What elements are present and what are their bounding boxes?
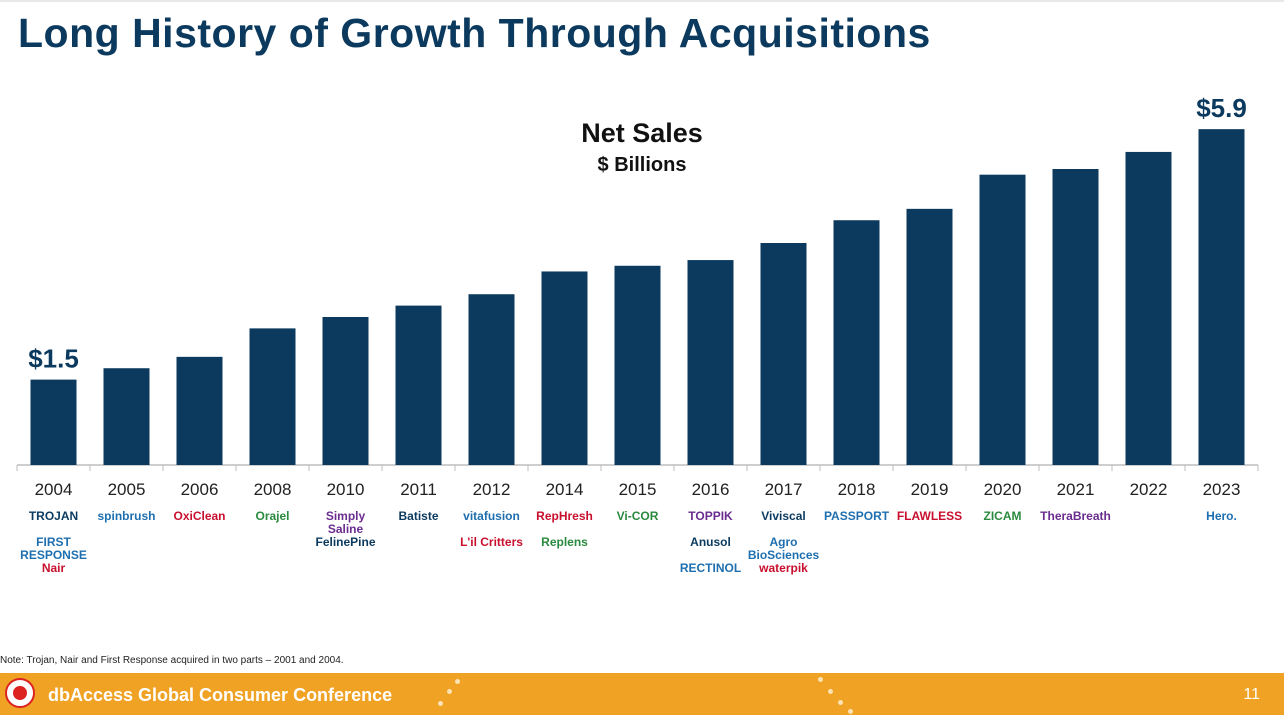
bar-2008 (249, 328, 296, 465)
x-tick-label: 2023 (1203, 480, 1241, 499)
arm-and-hammer-logo-icon (5, 678, 35, 708)
bar-2011 (395, 305, 442, 465)
bar-2010 (322, 317, 369, 465)
decor-dot (838, 700, 843, 705)
brand-logo: Viviscal (761, 509, 806, 523)
brand-logo: Agro BioSciences (747, 535, 820, 563)
decor-dot (848, 709, 853, 714)
data-label: $1.5 (28, 344, 79, 374)
bar-2005 (103, 368, 150, 465)
page-number: 11 (1243, 686, 1260, 703)
x-tick-label: 2006 (181, 480, 219, 499)
brand-logo: TheraBreath (1040, 509, 1111, 523)
decor-dot (828, 689, 833, 694)
bar-2018 (833, 220, 880, 465)
x-tick-label: 2008 (254, 480, 292, 499)
brand-logo: OxiClean (173, 509, 226, 523)
x-tick-label: 2017 (765, 480, 803, 499)
x-tick-label: 2012 (473, 480, 511, 499)
brand-logo: spinbrush (97, 509, 156, 523)
x-tick-label: 2021 (1057, 480, 1095, 499)
brand-logo: RECTINOL (679, 561, 742, 575)
brand-logo: Hero. (1206, 509, 1237, 523)
decor-dot (447, 689, 452, 694)
x-tick-label: 2015 (619, 480, 657, 499)
x-tick-label: 2005 (108, 480, 146, 499)
brand-logo: ZICAM (983, 509, 1022, 523)
bar-2014 (541, 271, 588, 465)
chart-subtitle: $ Billions (597, 154, 687, 176)
x-tick-label: 2014 (546, 480, 584, 499)
x-tick-label: 2018 (838, 480, 876, 499)
brand-logo: PASSPORT (823, 509, 890, 523)
footer-bar: dbAccess Global Consumer Conference 11 (0, 673, 1284, 715)
brand-logo: Vi-COR (616, 509, 659, 523)
chart-title: Net Sales (581, 118, 703, 148)
bar-2023 (1198, 129, 1245, 465)
x-tick-label: 2010 (327, 480, 365, 499)
brand-logo: vitafusion (463, 509, 520, 523)
brand-logo: L'il Critters (460, 535, 523, 549)
decor-dot (455, 679, 460, 684)
brand-logo: Replens (541, 535, 588, 549)
brand-logo: TOPPIK (688, 509, 733, 523)
data-label: $5.9 (1196, 93, 1247, 123)
brand-logo: Orajel (255, 509, 290, 523)
brand-logo: waterpik (759, 561, 808, 575)
brand-logo: Simply Saline (325, 509, 366, 537)
x-tick-label: 2022 (1130, 480, 1168, 499)
bar-2017 (760, 243, 807, 465)
decor-dot (818, 677, 823, 682)
footer-conference-name: dbAccess Global Consumer Conference (48, 685, 393, 705)
brand-logo: FLAWLESS (896, 509, 963, 523)
brand-logo: Nair (41, 561, 66, 575)
brand-logo: Batiste (398, 509, 439, 523)
bar-2022 (1125, 151, 1172, 465)
bar-2006 (176, 356, 223, 465)
brand-logo: TROJAN (28, 509, 79, 523)
net-sales-bar-chart: 2004 2005 2006 2008 2010 2011 2012 2014 2015 2016… (16, 93, 1259, 499)
bar-2012 (468, 294, 515, 465)
bar-2015 (614, 265, 661, 465)
bar-2020 (979, 174, 1026, 465)
x-tick-label: 2011 (400, 480, 437, 499)
bar-2016 (687, 260, 734, 465)
slide-title: Long History of Growth Through Acquisiti… (18, 10, 931, 56)
x-tick-label: 2019 (911, 480, 949, 499)
acquisition-logos: TROJAN FIRST RESPONSE Nair spinbrush OxiClea… (0, 509, 1284, 610)
bar-2021 (1052, 169, 1099, 465)
x-tick-label: 2016 (692, 480, 730, 499)
x-tick-label: 2020 (984, 480, 1022, 499)
decor-dot (438, 701, 443, 706)
x-tick-label: 2004 (35, 480, 73, 499)
bar-2019 (906, 208, 953, 465)
brand-logo: Anusol (690, 535, 731, 549)
top-divider (0, 0, 1284, 2)
brand-logo: FelinePine (315, 535, 376, 549)
brand-logo: RepHresh (536, 509, 593, 523)
bar-2004 (30, 379, 77, 465)
brand-logo: FIRST RESPONSE (20, 535, 87, 563)
footnote: Note: Trojan, Nair and First Response ac… (0, 655, 344, 666)
